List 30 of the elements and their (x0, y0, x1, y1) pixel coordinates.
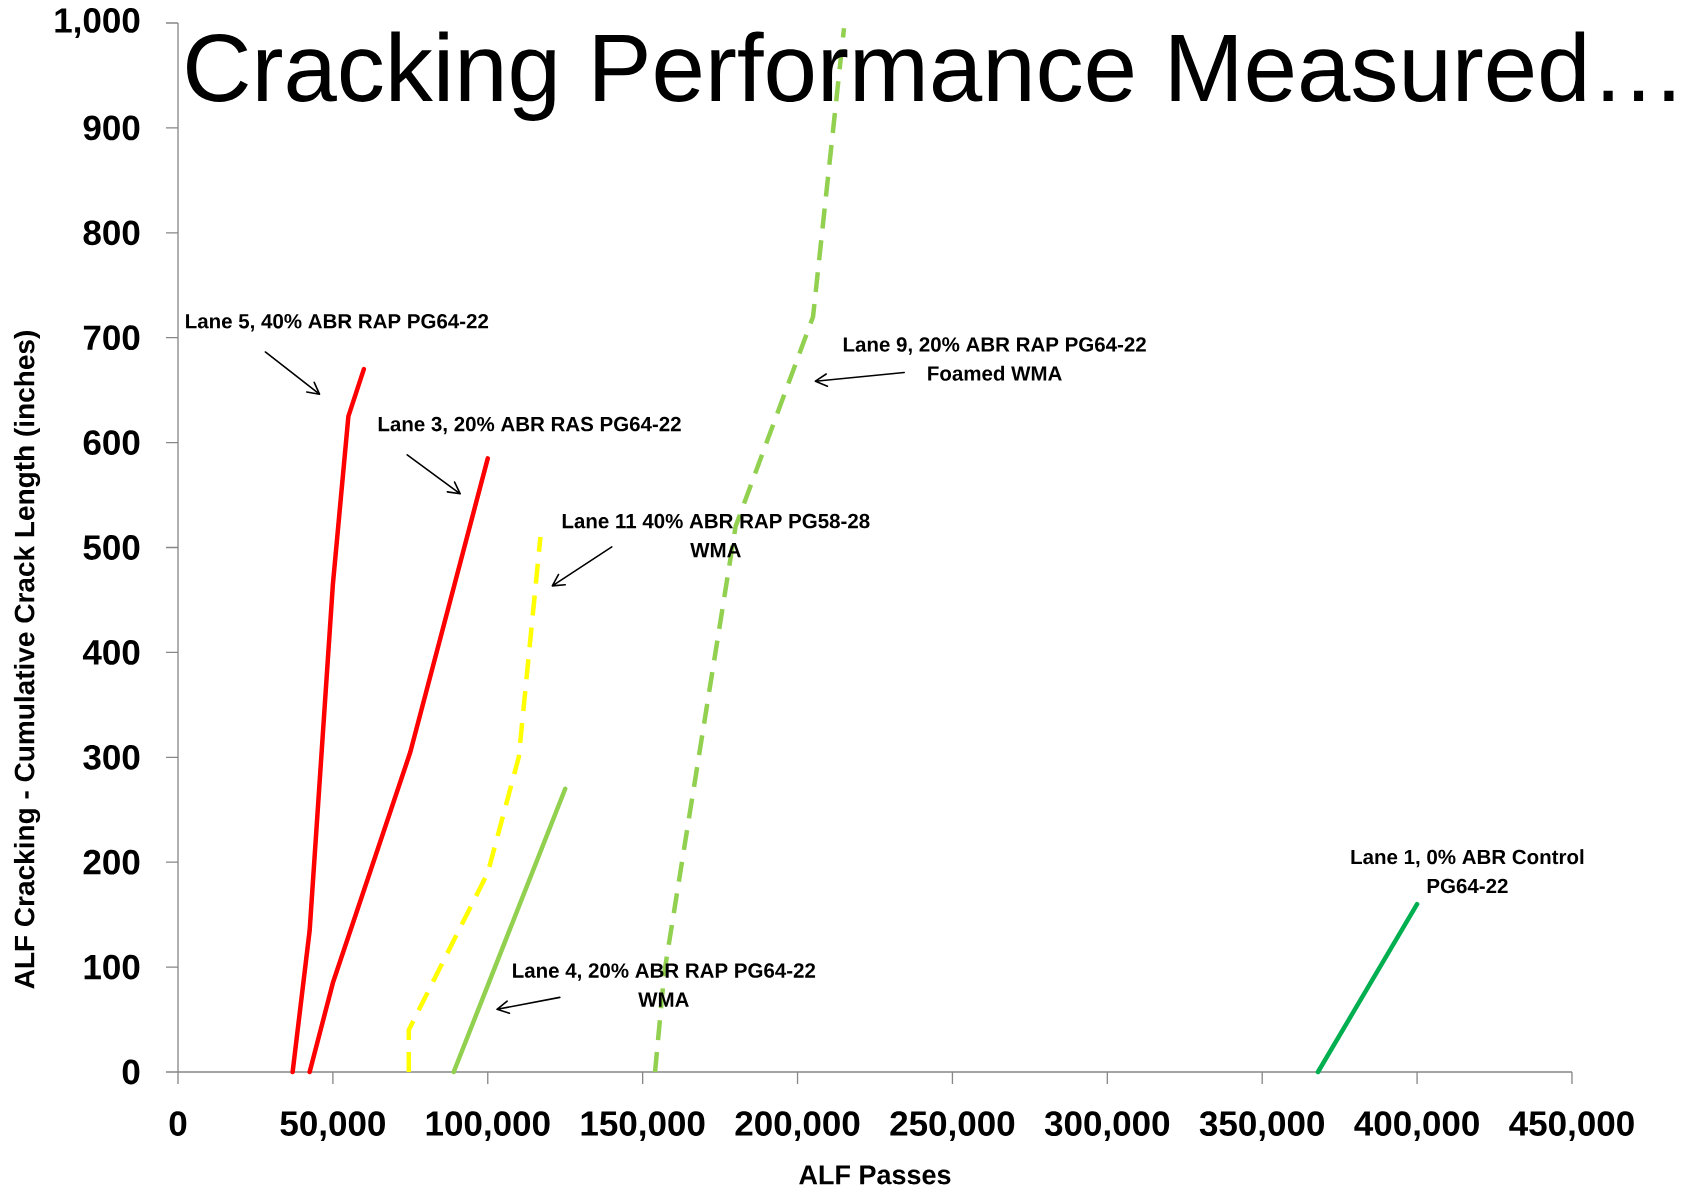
y-tick-label: 400 (82, 640, 140, 665)
y-tick-label: 100 (84, 954, 140, 980)
x-tick-label: 300,000 (1044, 1111, 1170, 1142)
x-tick-label: 50,000 (280, 1111, 385, 1142)
x-tick-label: 250,000 (890, 1111, 1015, 1142)
x-tick-label: 200,000 (735, 1111, 860, 1142)
y-tick-label: 1,000 (55, 8, 140, 38)
y-tick-label: 300 (83, 744, 140, 770)
annotation: Lane 1, 0% ABR Control PG64-22 (1351, 849, 1584, 894)
y-tick-label: 900 (83, 115, 140, 141)
y-tick-label: 800 (83, 220, 140, 246)
x-tick-label: 400,000 (1354, 1111, 1479, 1142)
x-axis-title: ALF Passes (799, 1165, 951, 1185)
line-series (307, 456, 491, 1075)
x-tick-label: 100,000 (426, 1111, 550, 1142)
x-tick-label: 0 (169, 1111, 187, 1136)
y-tick-label: 200 (83, 849, 140, 875)
annotation: Lane 9, 20% ABR RAP PG64-22 Foamed WMA (843, 337, 1146, 381)
y-tick-label: 0 (122, 1059, 140, 1085)
x-tick-label: 350,000 (1199, 1111, 1324, 1142)
chart-title: Cracking Performance Measured… (187, 31, 1674, 121)
y-tick-label: 500 (83, 535, 140, 560)
y-tick-label: 600 (83, 430, 140, 455)
y-axis-title: ALF Cracking - Cumulative Crack Length (inches) (13, 331, 41, 989)
x-tick-label: 150,000 (581, 1111, 705, 1142)
annotation: Lane 3, 20% ABR RAS PG64-22 (378, 416, 681, 435)
line-series (290, 366, 367, 1075)
y-tick-label: 700 (83, 325, 140, 351)
annotation: Lane 5, 40% ABR RAP PG64-22 (186, 313, 489, 332)
x-tick-label: 450,000 (1509, 1111, 1634, 1142)
